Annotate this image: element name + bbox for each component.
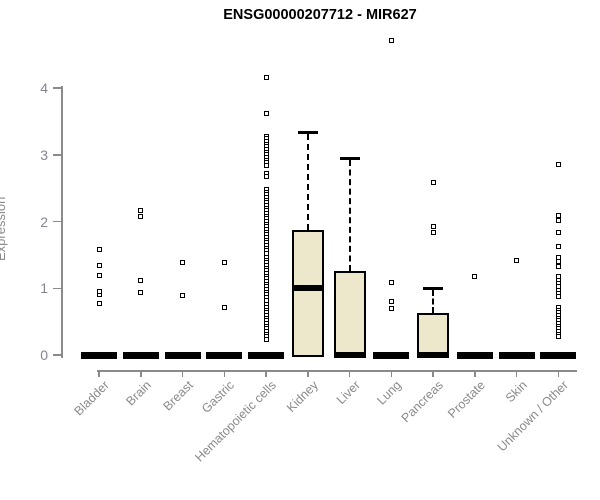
x-axis-tick (432, 370, 434, 377)
outlier-point-bladder (96, 263, 102, 269)
outlier-point-pancreas (430, 179, 436, 185)
x-axis-tick (390, 370, 392, 377)
x-axis-tick (307, 370, 309, 377)
whisker-cap-kidney (297, 131, 318, 134)
x-axis-line (97, 370, 577, 372)
box-pancreas (417, 312, 449, 357)
outlier-point-hematopoietic-cells (263, 337, 269, 343)
outlier-point-brain (138, 289, 144, 295)
collapsed-box-breast (164, 351, 201, 359)
outlier-point-brain (138, 207, 144, 213)
outlier-point-unknown-other (555, 294, 561, 300)
x-axis-tick (223, 370, 225, 377)
x-axis-tick (181, 370, 184, 377)
whisker-cap-liver (339, 157, 360, 160)
y-axis-tick (53, 354, 61, 356)
outlier-point-gastric (221, 260, 227, 266)
x-axis-tick (515, 370, 518, 377)
collapsed-box-gastric (206, 351, 243, 359)
whisker-cap-pancreas (423, 287, 443, 290)
outlier-point-breast (180, 260, 185, 266)
y-axis-tick (53, 87, 61, 89)
outlier-point-prostate (472, 274, 478, 280)
outlier-point-brain (138, 278, 144, 284)
outlier-point-unknown-other (555, 243, 561, 249)
outlier-point-unknown-other (555, 229, 561, 235)
outlier-point-unknown-other (555, 334, 561, 340)
outlier-point-brain (138, 213, 144, 219)
outlier-point-lung (388, 299, 394, 305)
outlier-point-bladder (96, 247, 102, 253)
y-axis-tick (53, 287, 61, 289)
y-axis-tick (53, 154, 61, 156)
outlier-point-hematopoietic-cells (263, 173, 269, 179)
outlier-point-unknown-other (555, 259, 561, 265)
outlier-point-skin (514, 257, 519, 263)
outlier-point-lung (388, 279, 394, 285)
x-axis-tick (98, 370, 100, 377)
x-axis-tick (265, 370, 267, 377)
outlier-point-breast (180, 293, 185, 299)
outlier-point-unknown-other (555, 263, 561, 269)
median-liver (333, 352, 366, 358)
collapsed-box-bladder (81, 351, 117, 359)
collapsed-box-brain (122, 351, 159, 359)
x-axis-tick (348, 370, 351, 377)
outlier-point-pancreas (430, 224, 436, 230)
y-axis-label: Expression (0, 196, 8, 261)
median-pancreas (417, 352, 449, 358)
outlier-point-hematopoietic-cells (263, 75, 269, 81)
chart-title: ENSG00000207712 - MIR627 (223, 7, 417, 23)
median-kidney (291, 284, 324, 291)
collapsed-box-unknown-other (540, 351, 577, 359)
upper-whisker-liver (348, 160, 351, 271)
outlier-point-unknown-other (555, 161, 561, 167)
outlier-point-lung (388, 38, 394, 44)
outlier-point-bladder (96, 301, 102, 307)
collapsed-box-prostate (456, 351, 493, 359)
x-axis-tick (557, 370, 559, 377)
collapsed-box-skin (498, 351, 535, 359)
outlier-point-bladder (96, 273, 102, 279)
y-axis-tick (53, 220, 61, 223)
collapsed-box-lung (373, 351, 410, 359)
outlier-point-unknown-other (555, 217, 561, 223)
y-axis-tick-label: 3 (40, 146, 48, 163)
y-axis-tick-label: 4 (40, 80, 48, 96)
x-axis-tick (140, 370, 142, 377)
collapsed-box-hematopoietic-cells (248, 351, 284, 359)
outlier-point-lung (388, 306, 394, 312)
box-liver (333, 270, 366, 357)
y-axis-tick-label: 0 (40, 347, 48, 363)
outlier-point-hematopoietic-cells (263, 162, 269, 168)
x-axis-tick (474, 370, 476, 377)
outlier-point-bladder (96, 289, 102, 295)
outlier-point-unknown-other (555, 212, 561, 218)
y-axis-tick-label: 2 (40, 213, 48, 230)
upper-whisker-kidney (306, 134, 309, 230)
upper-whisker-pancreas (432, 290, 434, 313)
outlier-point-pancreas (430, 229, 436, 235)
y-axis-line (61, 86, 63, 358)
outlier-point-hematopoietic-cells (263, 110, 269, 116)
y-axis-tick-label: 1 (40, 280, 48, 297)
outlier-point-hematopoietic-cells (263, 297, 269, 303)
outlier-point-gastric (221, 305, 227, 311)
box-kidney (291, 229, 324, 357)
